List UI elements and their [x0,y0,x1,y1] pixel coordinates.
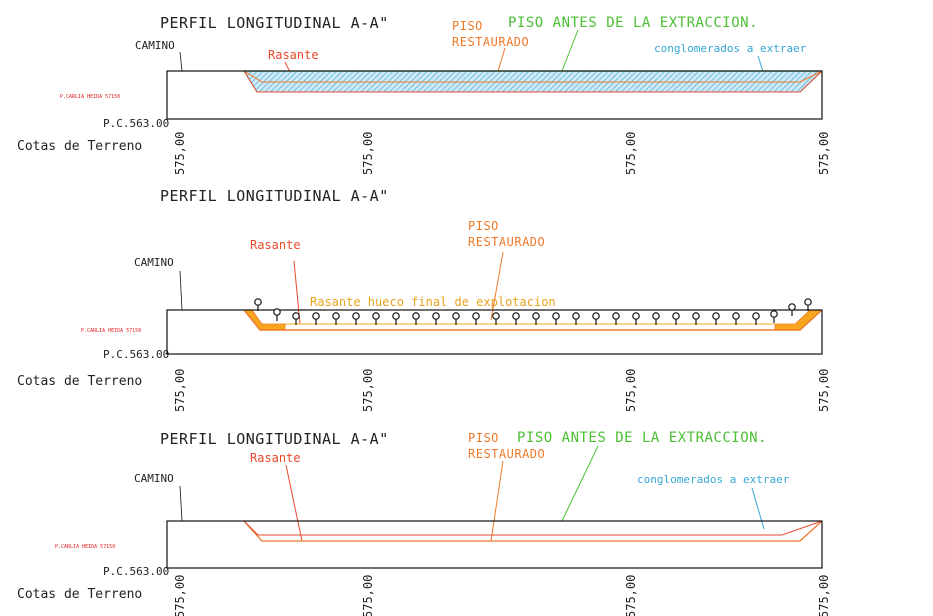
restored-floor-line [243,70,823,83]
piso-restaurado-label-line2: RESTAURADO [468,235,545,249]
elevation-label: 575,00 [361,575,375,616]
piso-restaurado-label: PISO [468,431,499,445]
elevation-label: 575,00 [817,132,831,175]
tree-icon [632,312,640,326]
plane-of-comparison-label: P.C.563.00 [103,348,169,361]
piso-antes-leader [561,29,579,72]
profile-title: PERFIL LONGITUDINAL A-A" [160,430,389,448]
rasante-line [243,70,823,93]
hueco-final-line [243,309,823,331]
profile-title: PERFIL LONGITUDINAL A-A" [160,14,389,32]
elevation-label: 575,00 [361,132,375,175]
tree-icon [770,310,778,324]
restored-floor-line [243,520,823,542]
cotas-label: Cotas de Terreno [17,587,142,602]
piso-antes-label: PISO ANTES DE LA EXTRACCION. [508,15,758,31]
tree-icon [352,312,360,326]
tree-icon [712,312,720,326]
tree-icon [752,312,760,326]
tree-icon [512,312,520,326]
camino-leader [179,485,183,522]
tree-icon [672,312,680,326]
tree-icon [292,312,300,326]
tree-icon [312,312,320,326]
profile-frame [166,520,823,569]
tree-icon [412,312,420,326]
parcela-label: P.CARLIA HEIDA 57150 [81,328,141,334]
tree-icon [273,308,281,322]
tree-icon [392,312,400,326]
elevation-label: 575,00 [624,132,638,175]
rasante-hueco-label: Rasante hueco final de explotacion [310,295,556,309]
profile-panel-3: PERFIL LONGITUDINAL A-A" PISO RESTAURADO… [17,430,831,616]
tree-icon [804,298,812,312]
elevation-label: 575,00 [817,575,831,616]
rasante-line [243,520,823,536]
tree-icon [452,312,460,326]
rasante-leader [293,260,301,325]
tree-icon [788,303,796,317]
tree-icon [432,312,440,326]
elevation-label: 575,00 [624,369,638,412]
profile-panel-1: PERFIL LONGITUDINAL A-A" PISO RESTAURADO… [17,14,831,175]
piso-restaurado-label: PISO [452,19,483,33]
rasante-leader [285,464,303,542]
piso-restaurado-label-line2: RESTAURADO [452,35,529,49]
conglomerados-label: conglomerados a extraer [654,42,807,55]
piso-antes-leader [561,445,599,522]
profile-panel-2: PERFIL LONGITUDINAL A-A" PISO RESTAURADO… [17,187,831,412]
tree-icon [254,298,262,312]
conglomerados-leader [751,487,765,530]
tree-icon [612,312,620,326]
camino-leader [179,270,183,311]
tree-icon [472,312,480,326]
camino-leader [179,51,183,72]
elevation-label: 575,00 [173,132,187,175]
tree-icon [732,312,740,326]
piso-leader [490,460,504,542]
piso-restaurado-label: PISO [468,219,499,233]
profile-title: PERFIL LONGITUDINAL A-A" [160,187,389,205]
plane-of-comparison-label: P.C.563.00 [103,565,169,578]
parcela-label: P.CARLIA HEIDA 57150 [55,544,115,550]
right-slope-fill [774,309,824,331]
camino-label: CAMINO [135,39,175,52]
elevation-label: 575,00 [173,369,187,412]
cotas-label: Cotas de Terreno [17,139,142,154]
tree-icon [692,312,700,326]
elevation-label: 575,00 [817,369,831,412]
tree-icon [572,312,580,326]
piso-restaurado-label-line2: RESTAURADO [468,447,545,461]
parcela-label: P.CARLIA HEIDA 57150 [60,94,120,100]
conglomerados-label: conglomerados a extraer [637,473,790,486]
tree-icon [492,312,500,326]
elevation-label: 575,00 [173,575,187,616]
rasante-label: Rasante [268,48,319,62]
piso-antes-label: PISO ANTES DE LA EXTRACCION. [517,430,767,446]
profile-frame [166,70,823,120]
cotas-label: Cotas de Terreno [17,374,142,389]
piso-leader [490,251,504,321]
tree-icon [552,312,560,326]
tree-icon [592,312,600,326]
camino-label: CAMINO [134,256,174,269]
tree-icon [532,312,540,326]
elevation-label: 575,00 [361,369,375,412]
profile-frame [166,309,823,355]
tree-icon [652,312,660,326]
elevation-label: 575,00 [624,575,638,616]
tree-icon [372,312,380,326]
tree-icon [332,312,340,326]
plane-of-comparison-label: P.C.563.00 [103,117,169,130]
rasante-label: Rasante [250,238,301,252]
rasante-label: Rasante [250,451,301,465]
camino-label: CAMINO [134,472,174,485]
